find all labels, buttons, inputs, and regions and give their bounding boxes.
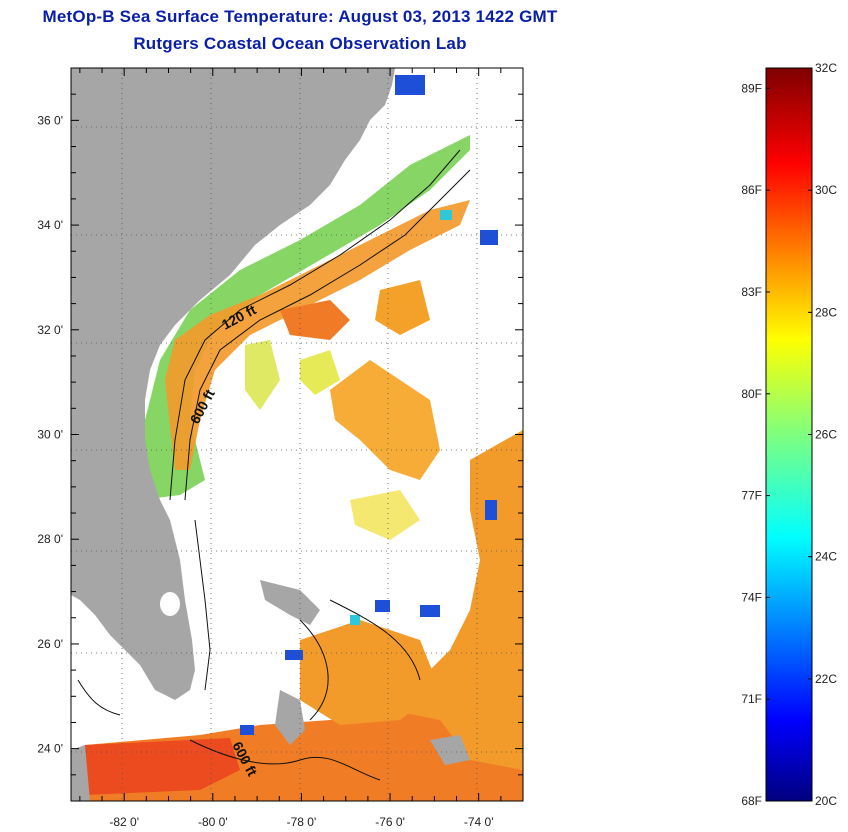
lat-tick-label: 26 0' xyxy=(37,637,63,651)
colorbar-label-f: 71F xyxy=(741,692,762,706)
colorbar-label-f: 89F xyxy=(741,81,762,95)
colorbar: 32C 30C 28C 26C 24C 22C 20C 89F 86F 83F 80F 77F 74F 7… xyxy=(741,61,837,805)
graticule xyxy=(71,68,523,801)
lon-tick-label: -76 0' xyxy=(375,815,405,829)
map-axes: 36 0' 34 0' 32 0' 30 0' 28 0' 26 0' 24 0' -82 0… xyxy=(37,67,524,829)
lon-tick-label: -82 0' xyxy=(109,815,139,829)
colorbar-labels: 32C 30C 28C 26C 24C 22C 20C 89F 86F 83F 80F 77F 74F 7… xyxy=(741,61,837,805)
land-cuba xyxy=(71,745,90,801)
colorbar-label-f: 68F xyxy=(741,794,762,805)
colorbar-label-c: 28C xyxy=(815,305,837,319)
land-bahamas xyxy=(260,580,320,625)
colorbar-label-c: 22C xyxy=(815,672,837,686)
lat-tick-label: 24 0' xyxy=(37,742,63,756)
lat-tick-label: 34 0' xyxy=(37,218,63,232)
land-andros xyxy=(275,690,305,745)
colorbar-label-c: 32C xyxy=(815,61,837,75)
lake-okeechobee xyxy=(160,592,180,616)
colorbar-gradient xyxy=(765,67,813,802)
colorbar-label-f: 83F xyxy=(741,285,762,299)
colorbar-label-c: 20C xyxy=(815,794,837,805)
map-title: MetOp-B Sea Surface Temperature: August … xyxy=(42,7,558,26)
colorbar-label-c: 26C xyxy=(815,428,837,442)
colorbar-label-f: 74F xyxy=(741,590,762,604)
colorbar-label-c: 24C xyxy=(815,550,837,564)
lat-tick-label: 36 0' xyxy=(37,113,63,127)
bathymetry-contours xyxy=(77,149,471,781)
colorbar-label-f: 86F xyxy=(741,183,762,197)
colorbar-label-c: 30C xyxy=(815,183,837,197)
lat-tick-label: 30 0' xyxy=(37,428,63,442)
lon-tick-label: -80 0' xyxy=(198,815,228,829)
map-subtitle: Rutgers Coastal Ocean Observation Lab xyxy=(133,34,467,53)
lon-tick-label: -74 0' xyxy=(464,815,494,829)
colorbar-label-f: 77F xyxy=(741,489,762,503)
colorbar-label-f: 80F xyxy=(741,387,762,401)
lon-tick-label: -78 0' xyxy=(287,815,317,829)
land-us-coast xyxy=(71,68,395,700)
lat-tick-label: 28 0' xyxy=(37,532,63,546)
sst-data-layer xyxy=(85,75,523,801)
lat-tick-label: 32 0' xyxy=(37,323,63,337)
land-island xyxy=(430,735,470,765)
